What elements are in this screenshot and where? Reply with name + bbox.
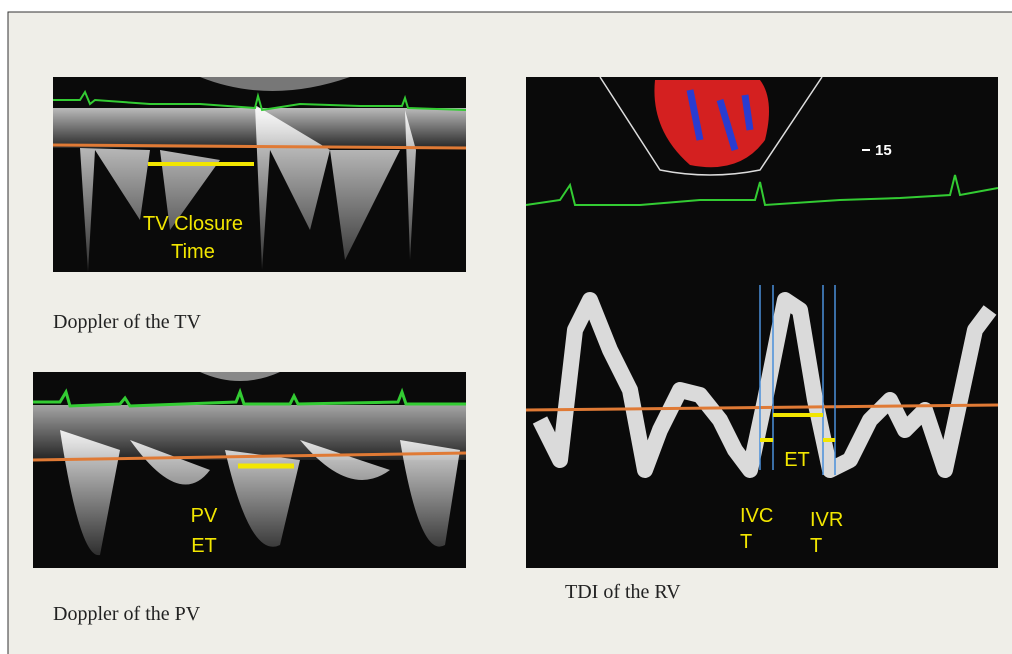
annotation: ET [784,449,810,471]
scale-label: 15 [875,142,892,159]
rv-tdi-panel: 15 ET IVC T IVR T [526,77,998,568]
annotation: ET [191,535,217,557]
annotation: Time [171,241,215,263]
caption: Doppler of the TV [53,311,201,333]
caption: Doppler of the PV [53,603,201,625]
annotation: T [810,535,822,557]
tv-doppler-panel: TV Closure Time [53,77,466,272]
annotation: PV [191,505,218,527]
annotation: TV Closure [143,213,243,235]
page: TV Closure Time Doppler of the TV PV ET … [0,0,1012,654]
caption: TDI of the RV [565,581,681,603]
annotation: T [740,531,752,553]
pv-doppler-panel: PV ET [33,372,466,568]
figure: TV Closure Time Doppler of the TV PV ET … [0,0,1012,654]
annotation: IVC [740,505,773,527]
annotation: IVR [810,509,843,531]
